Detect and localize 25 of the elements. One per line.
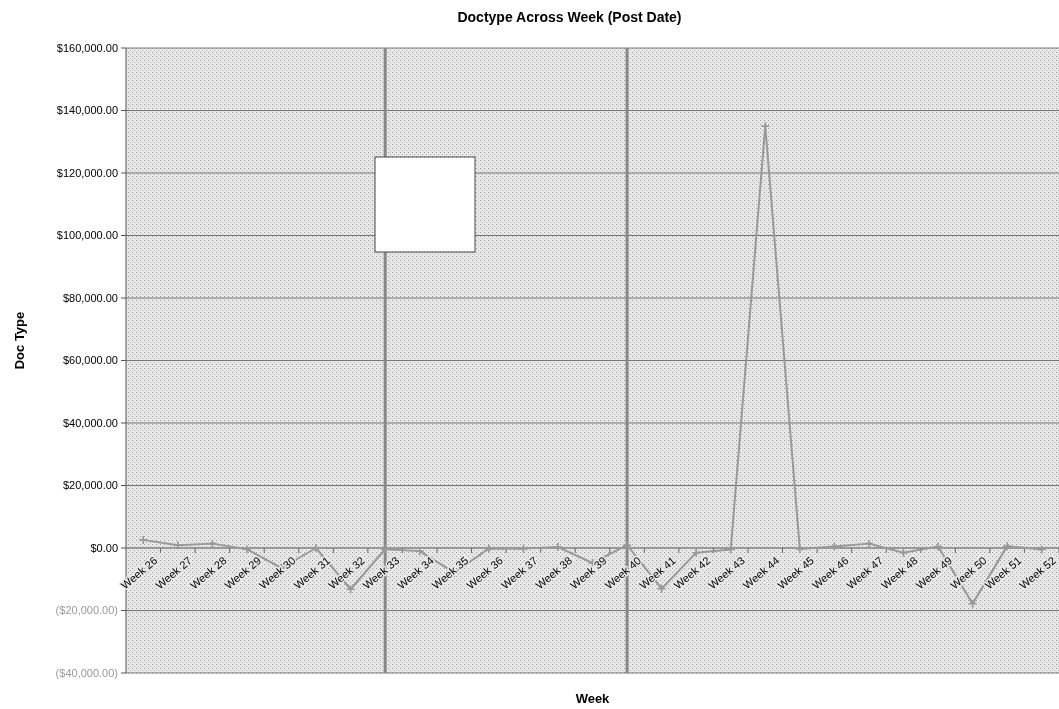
- point: [864, 539, 873, 548]
- point: [934, 542, 943, 551]
- y-tick-label: $100,000.00: [56, 229, 118, 242]
- point: [139, 535, 148, 544]
- y-tick-label: $80,000.00: [62, 291, 118, 304]
- y-tick-label: $0.00: [90, 541, 118, 554]
- y-tick-label: ($20,000.00): [55, 604, 118, 617]
- point: [692, 548, 701, 557]
- point: [242, 545, 251, 554]
- y-tick-label: $60,000.00: [62, 354, 118, 367]
- y-tick-label: $140,000.00: [56, 104, 118, 117]
- chart-title: Doctype Across Week (Post Date): [457, 9, 682, 25]
- point: [1037, 545, 1046, 554]
- x-axis-title: Week: [575, 691, 611, 706]
- y-tick-label: ($40,000.00): [55, 666, 118, 679]
- point: [795, 544, 804, 553]
- y-tick-label: $120,000.00: [56, 166, 118, 179]
- y-axis-title: Doc Type: [12, 311, 27, 370]
- point: [623, 541, 632, 550]
- point: [484, 544, 493, 553]
- y-tick-label: $20,000.00: [62, 479, 118, 492]
- point: [1003, 542, 1012, 551]
- y-tick-label: $160,000.00: [56, 41, 118, 54]
- point: [415, 547, 424, 556]
- y-tick-label: $40,000.00: [62, 416, 118, 429]
